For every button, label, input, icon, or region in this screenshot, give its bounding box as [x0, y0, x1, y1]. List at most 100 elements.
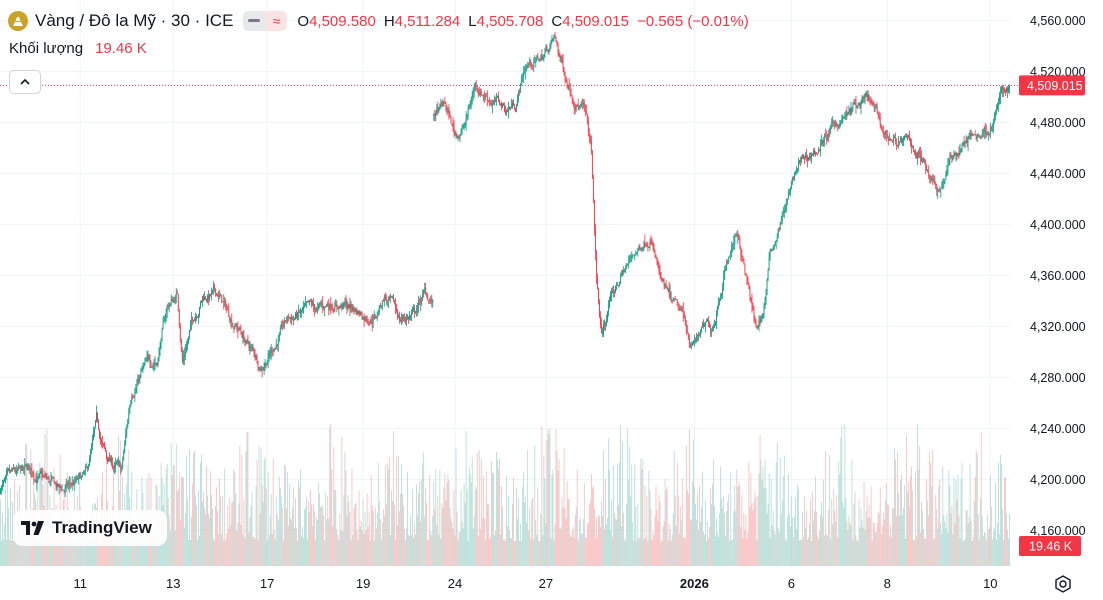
- candle-body: [552, 38, 554, 39]
- candle: [410, 314, 411, 321]
- candle-body: [60, 486, 62, 491]
- volume-bar: [419, 481, 421, 566]
- candle-body: [626, 265, 628, 269]
- candle-body: [428, 300, 430, 302]
- collapse-legend-button[interactable]: [9, 70, 41, 94]
- candle: [366, 315, 368, 324]
- candle: [561, 54, 563, 64]
- volume-bar: [799, 540, 800, 566]
- volume-bar: [381, 522, 383, 566]
- candle-body: [918, 152, 919, 155]
- volume-bar: [637, 503, 639, 566]
- candle: [488, 97, 490, 107]
- volume-bar: [454, 536, 456, 566]
- symbol-title[interactable]: Vàng / Đô la Mỹ · 30 · ICE: [35, 11, 234, 30]
- candle-body: [416, 311, 418, 313]
- volume-bar: [364, 512, 366, 566]
- candle: [555, 36, 557, 43]
- candle-body: [822, 140, 824, 144]
- candle-body: [759, 320, 761, 323]
- volume-bar: [428, 540, 430, 566]
- volume-bar: [282, 540, 284, 566]
- candle: [914, 150, 915, 155]
- volume-bar: [919, 446, 920, 566]
- candle-body: [540, 56, 542, 60]
- volume-bar: [812, 491, 813, 566]
- candle: [420, 295, 422, 312]
- candle-body: [149, 359, 151, 364]
- candle-body: [192, 319, 193, 321]
- volume-bar: [568, 499, 570, 566]
- candle-body: [525, 68, 527, 73]
- candle-body: [752, 305, 754, 310]
- candle: [48, 475, 50, 484]
- candle-body: [298, 311, 299, 313]
- volume-bar: [432, 516, 434, 566]
- settings-button[interactable]: [1052, 573, 1074, 595]
- candle: [858, 102, 860, 106]
- candle: [525, 63, 527, 80]
- candle-body: [369, 319, 371, 324]
- candle: [214, 283, 216, 293]
- volume-bar: [686, 489, 688, 566]
- volume-bar: [1006, 512, 1007, 566]
- volume-label[interactable]: Khối lượng: [9, 40, 84, 57]
- candle: [392, 293, 394, 302]
- volume-bar: [706, 540, 707, 566]
- candle: [288, 316, 290, 320]
- candle: [790, 180, 792, 190]
- tradingview-logo[interactable]: TradingView: [13, 510, 167, 546]
- volume-bar: [289, 483, 290, 566]
- volume-bar: [240, 524, 242, 566]
- volume-bar: [463, 483, 465, 566]
- candle-body: [96, 413, 97, 421]
- candle: [423, 288, 425, 298]
- candle: [838, 124, 840, 129]
- candle: [249, 340, 251, 355]
- volume-bar: [981, 516, 983, 566]
- volume-bar: [140, 536, 142, 566]
- candle: [975, 134, 977, 141]
- candle: [905, 133, 906, 138]
- candle-body: [700, 330, 701, 335]
- candle-body: [8, 468, 9, 471]
- candle-body: [401, 320, 402, 321]
- volume-bar: [404, 529, 405, 566]
- candle: [20, 464, 22, 474]
- volume-bar: [887, 505, 889, 566]
- volume-bar: [367, 526, 369, 566]
- candle: [739, 235, 741, 250]
- volume-bar: [795, 497, 796, 566]
- candle: [141, 366, 143, 372]
- candle: [309, 299, 310, 306]
- candle: [14, 466, 16, 473]
- candle-body: [372, 318, 374, 324]
- candle: [609, 296, 610, 309]
- candle: [599, 299, 600, 319]
- candle-body: [281, 323, 283, 326]
- volume-bar: [709, 527, 710, 566]
- candle: [548, 48, 550, 56]
- candle-body: [56, 483, 58, 488]
- volume-bar: [708, 538, 709, 566]
- candle-body: [143, 364, 145, 367]
- candle: [237, 321, 239, 339]
- candle-body: [643, 242, 645, 249]
- candle: [251, 343, 253, 352]
- wave-icon[interactable]: ≈: [265, 11, 288, 31]
- candle: [834, 120, 836, 130]
- candle-body: [398, 316, 399, 318]
- candle: [876, 102, 878, 114]
- candle: [502, 102, 503, 109]
- candle: [18, 462, 20, 471]
- candle-body: [174, 297, 176, 303]
- volume-bar: [572, 526, 574, 566]
- candle: [439, 103, 441, 110]
- candle-body: [205, 297, 206, 300]
- candle: [920, 146, 922, 166]
- candle: [974, 130, 976, 136]
- candle: [868, 94, 870, 103]
- hide-chart-icon[interactable]: [243, 11, 266, 31]
- volume-bar: [663, 521, 665, 566]
